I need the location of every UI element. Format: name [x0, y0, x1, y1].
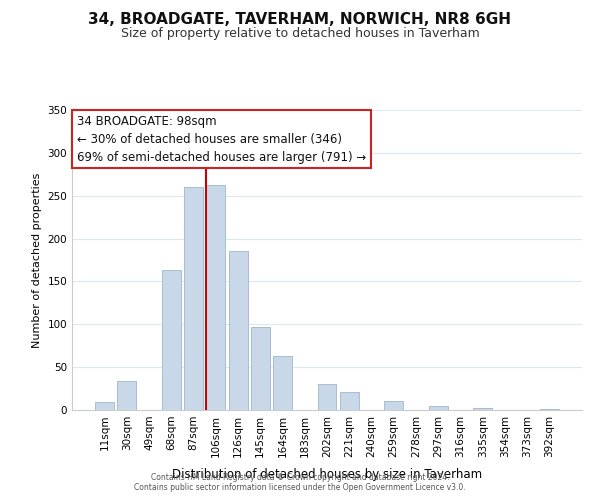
Text: 34 BROADGATE: 98sqm
← 30% of detached houses are smaller (346)
69% of semi-detac: 34 BROADGATE: 98sqm ← 30% of detached ho…: [77, 114, 367, 164]
Bar: [206, 184, 225, 410]
Bar: [429, 406, 448, 410]
Bar: [317, 384, 337, 410]
Bar: [340, 392, 359, 410]
Text: 34, BROADGATE, TAVERHAM, NORWICH, NR8 6GH: 34, BROADGATE, TAVERHAM, NORWICH, NR8 6G…: [89, 12, 511, 28]
Bar: [95, 402, 114, 410]
Bar: [118, 381, 136, 410]
Bar: [184, 187, 203, 410]
Bar: [473, 408, 492, 410]
X-axis label: Distribution of detached houses by size in Taverham: Distribution of detached houses by size …: [172, 468, 482, 481]
Text: Contains public sector information licensed under the Open Government Licence v3: Contains public sector information licen…: [134, 484, 466, 492]
Text: Size of property relative to detached houses in Taverham: Size of property relative to detached ho…: [121, 28, 479, 40]
Bar: [540, 409, 559, 410]
Text: Contains HM Land Registry data © Crown copyright and database right 2024.: Contains HM Land Registry data © Crown c…: [151, 474, 449, 482]
Bar: [384, 400, 403, 410]
Bar: [251, 327, 270, 410]
Bar: [162, 270, 181, 410]
Bar: [273, 356, 292, 410]
Bar: [229, 252, 248, 410]
Y-axis label: Number of detached properties: Number of detached properties: [32, 172, 42, 348]
